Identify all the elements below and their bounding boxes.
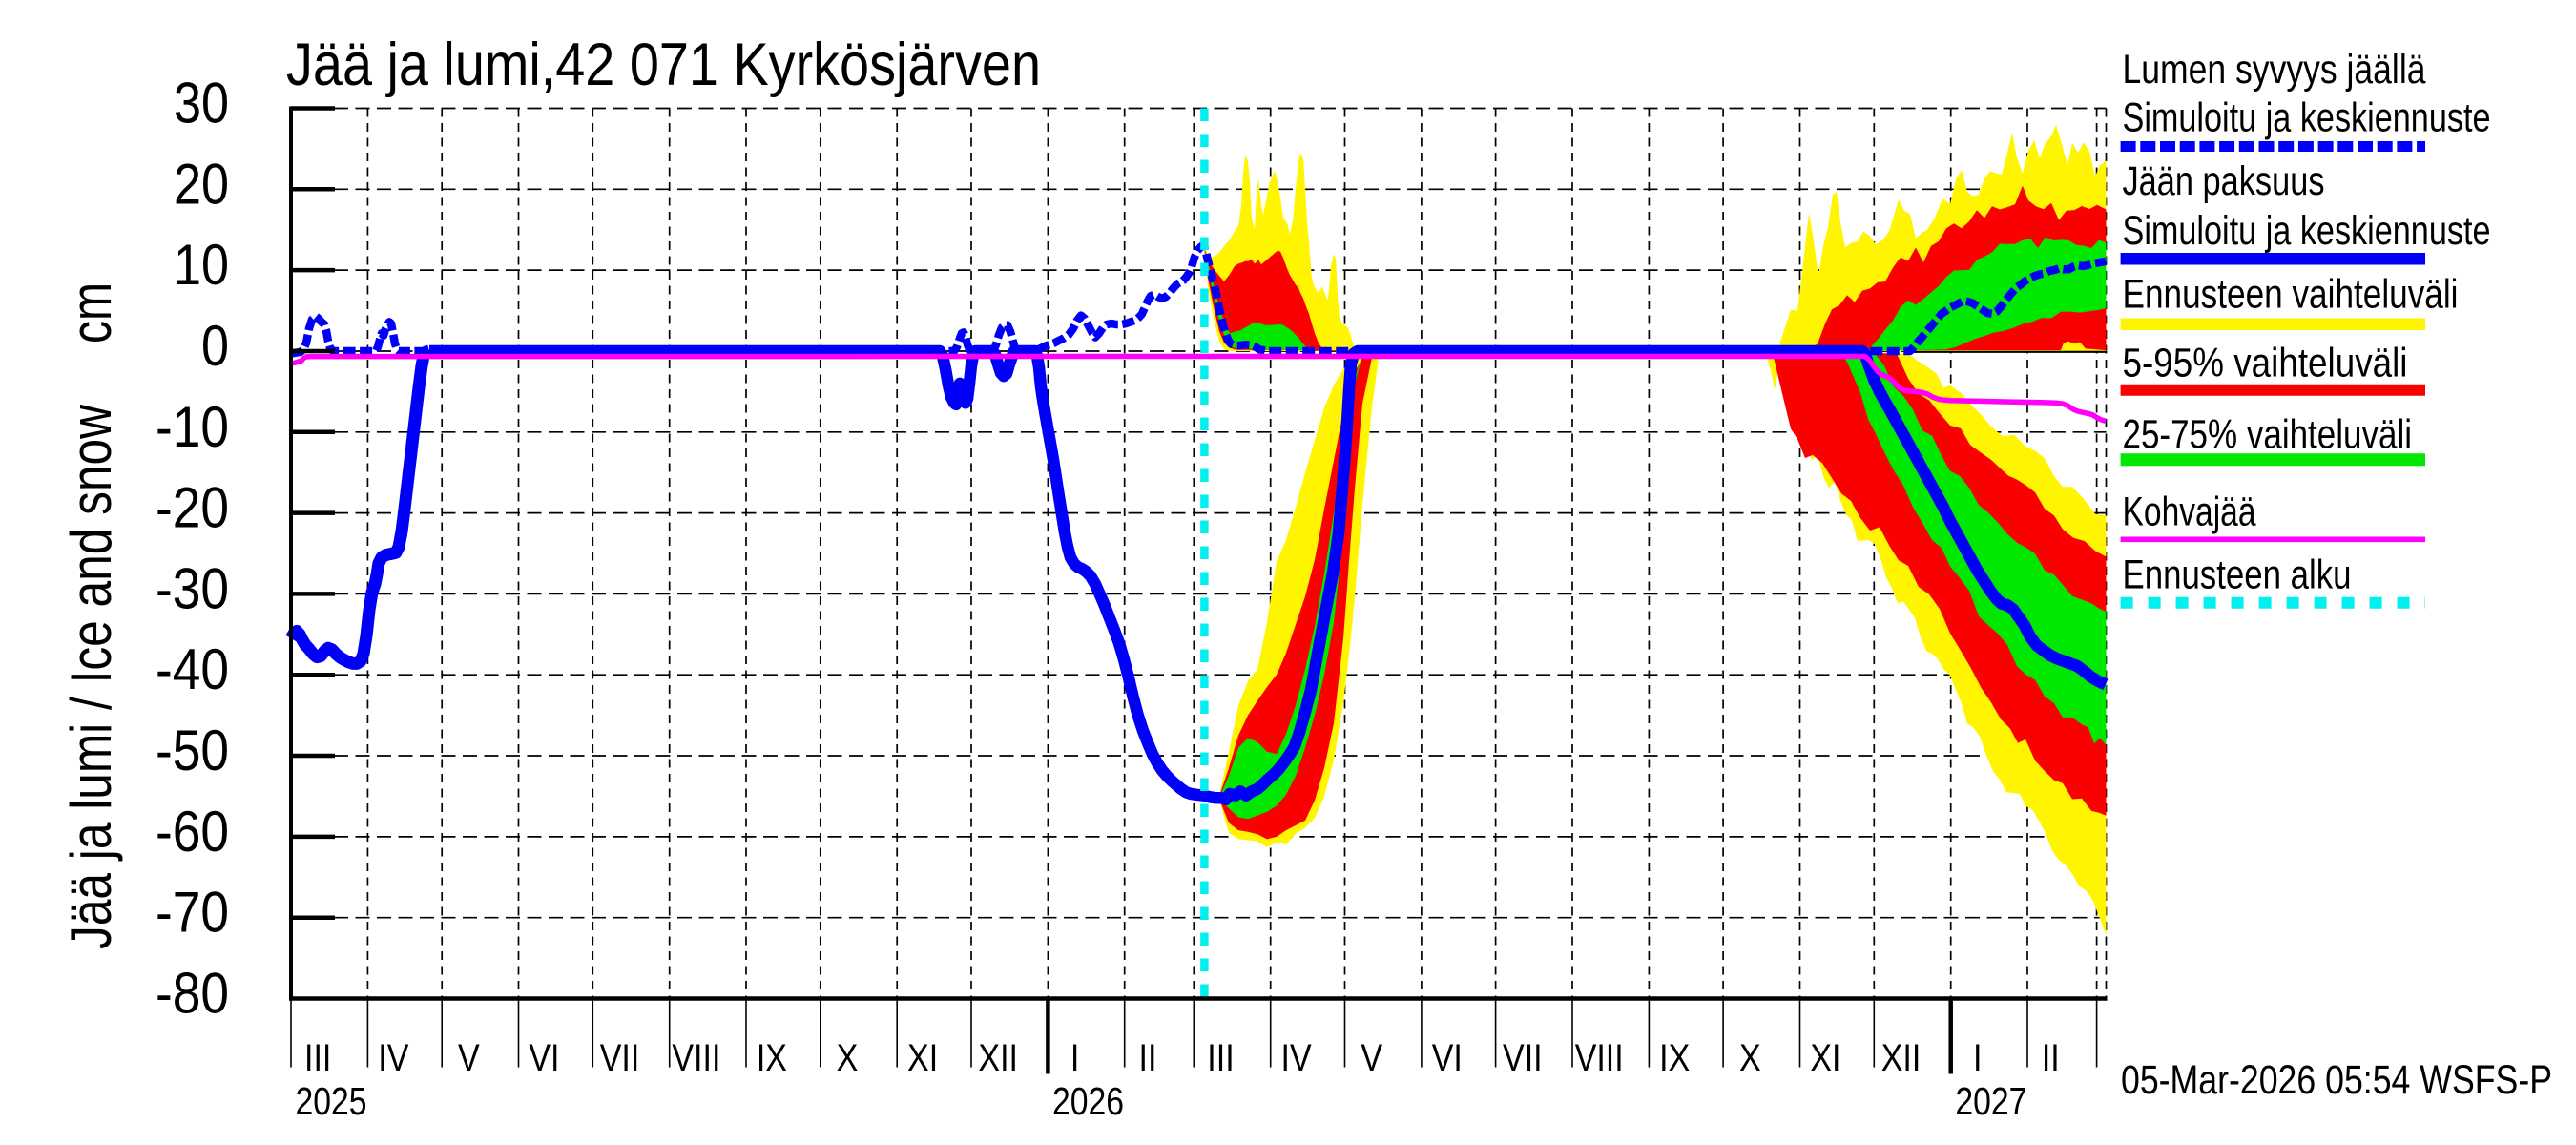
svg-text:-10: -10 <box>156 395 229 459</box>
svg-text:Ennusteen alku: Ennusteen alku <box>2123 553 2352 598</box>
svg-text:III: III <box>304 1037 331 1079</box>
svg-text:Simuloitu ja keskiennuste: Simuloitu ja keskiennuste <box>2123 209 2491 254</box>
svg-text:XII: XII <box>1881 1037 1922 1079</box>
svg-text:0: 0 <box>201 314 229 378</box>
svg-text:Lumen syvyys jäällä: Lumen syvyys jäällä <box>2123 48 2426 93</box>
svg-text:VIII: VIII <box>1575 1037 1624 1079</box>
svg-text:XII: XII <box>978 1037 1018 1079</box>
svg-text:XI: XI <box>907 1037 938 1079</box>
svg-text:II: II <box>2042 1037 2060 1079</box>
svg-text:Jään paksuus: Jään paksuus <box>2123 159 2325 204</box>
svg-text:-50: -50 <box>156 718 229 782</box>
svg-text:-70: -70 <box>156 881 229 945</box>
svg-text:-30: -30 <box>156 556 229 620</box>
svg-text:IX: IX <box>757 1037 787 1079</box>
svg-text:-40: -40 <box>156 637 229 701</box>
svg-text:IV: IV <box>1281 1037 1312 1079</box>
svg-text:X: X <box>1739 1037 1761 1079</box>
svg-text:IV: IV <box>378 1037 408 1079</box>
svg-text:III: III <box>1207 1037 1234 1079</box>
svg-text:30: 30 <box>174 72 229 135</box>
svg-text:VI: VI <box>529 1037 559 1079</box>
svg-text:05-Mar-2026 05:54 WSFS-P: 05-Mar-2026 05:54 WSFS-P <box>2121 1058 2552 1103</box>
svg-text:2025: 2025 <box>296 1079 367 1123</box>
svg-text:-80: -80 <box>156 962 229 1026</box>
svg-text:II: II <box>1139 1037 1157 1079</box>
svg-text:VI: VI <box>1432 1037 1463 1079</box>
svg-text:25-75% vaihteluväli: 25-75% vaihteluväli <box>2123 413 2413 458</box>
svg-text:I: I <box>1070 1037 1080 1079</box>
svg-text:-60: -60 <box>156 800 229 864</box>
svg-text:I: I <box>1973 1037 1983 1079</box>
svg-text:V: V <box>458 1037 480 1079</box>
svg-text:Kohvajää: Kohvajää <box>2123 489 2256 534</box>
svg-text:VIII: VIII <box>672 1037 720 1079</box>
svg-text:-20: -20 <box>156 476 229 540</box>
svg-text:VII: VII <box>600 1037 640 1079</box>
svg-text:20: 20 <box>174 152 229 216</box>
svg-text:XI: XI <box>1810 1037 1840 1079</box>
svg-text:Simuloitu ja keskiennuste: Simuloitu ja keskiennuste <box>2123 96 2491 141</box>
svg-text:Ennusteen vaihteluväli: Ennusteen vaihteluväli <box>2123 272 2459 317</box>
svg-text:Jää ja lumi / Ice and snow: Jää ja lumi / Ice and snow <box>59 404 123 949</box>
svg-text:5-95% vaihteluväli: 5-95% vaihteluväli <box>2123 342 2408 386</box>
svg-text:V: V <box>1361 1037 1382 1079</box>
svg-text:VII: VII <box>1503 1037 1543 1079</box>
svg-text:Jää ja lumi,42 071 Kyrkösjärve: Jää ja lumi,42 071 Kyrkösjärven <box>286 31 1041 98</box>
svg-text:2027: 2027 <box>1955 1079 2026 1123</box>
svg-text:IX: IX <box>1659 1037 1690 1079</box>
svg-text:X: X <box>837 1037 859 1079</box>
svg-text:2026: 2026 <box>1052 1079 1124 1123</box>
svg-text:10: 10 <box>174 233 229 297</box>
svg-text:cm: cm <box>59 282 123 344</box>
